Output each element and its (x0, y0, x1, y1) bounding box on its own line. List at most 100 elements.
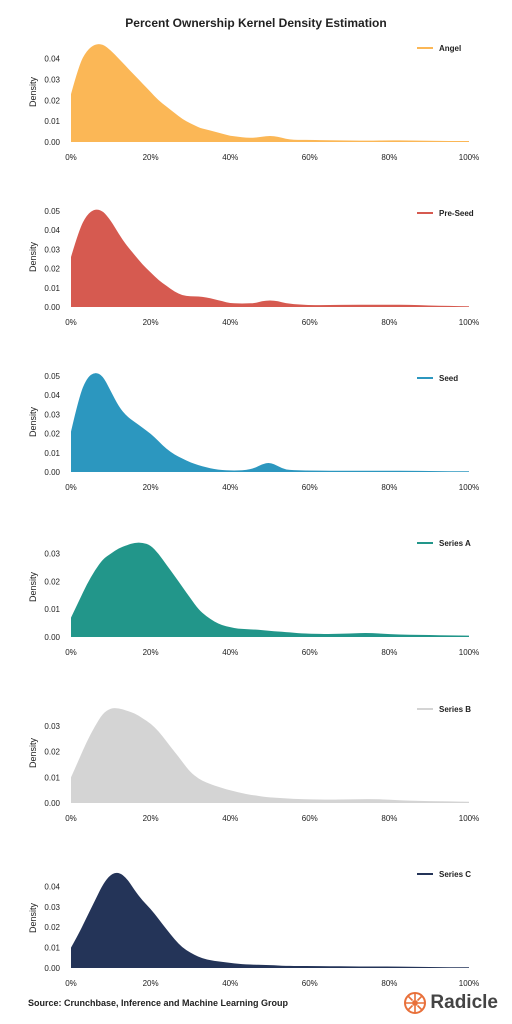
y-tick-label: 0.00 (44, 799, 60, 808)
y-tick-label: 0.03 (44, 903, 60, 912)
y-tick-label: 0.02 (44, 430, 60, 439)
x-tick-label: 40% (222, 979, 238, 988)
x-tick-label: 20% (143, 814, 159, 823)
y-axis-label: Density (28, 737, 38, 768)
legend: Series A (417, 539, 471, 548)
x-tick-label: 0% (65, 979, 77, 988)
y-tick-label: 0.02 (44, 748, 60, 757)
x-tick-label: 80% (381, 153, 397, 162)
chart-panel: 0.00 0.01 0.02 0.03 0.04 Density 0% 20% 40% 60% 80… (28, 870, 479, 988)
y-tick-label: 0.04 (44, 391, 60, 400)
y-tick-label: 0.05 (44, 207, 60, 216)
brand-name: Radicle (430, 992, 498, 1013)
chart-panel: 0.00 0.01 0.02 0.03 0.04 0.05 Density 0% 20% 40% 6… (28, 207, 479, 327)
legend: Pre-Seed (417, 209, 474, 218)
y-tick-label: 0.00 (44, 303, 60, 312)
x-tick-label: 40% (222, 814, 238, 823)
x-tick-label: 20% (143, 483, 159, 492)
page-title: Percent Ownership Kernel Density Estimat… (125, 16, 387, 30)
radicle-logo-icon (404, 992, 427, 1014)
y-tick-label: 0.00 (44, 964, 60, 973)
legend-label: Seed (439, 374, 458, 383)
density-area (71, 373, 469, 472)
y-axis-label: Density (28, 406, 38, 437)
x-tick-label: 60% (302, 979, 318, 988)
y-tick-label: 0.03 (44, 722, 60, 731)
x-tick-label: 80% (381, 483, 397, 492)
y-tick-label: 0.03 (44, 410, 60, 419)
x-tick-label: 40% (222, 318, 238, 327)
density-area (71, 209, 469, 307)
x-tick-label: 80% (381, 318, 397, 327)
chart-panel: 0.00 0.01 0.02 0.03 0.04 Density 0% 20% 40% 60% 80… (28, 44, 479, 162)
chart-panel: 0.00 0.01 0.02 0.03 Density 0% 20% 40% 60% 80% 100… (28, 705, 479, 823)
x-tick-label: 100% (459, 153, 479, 162)
y-tick-label: 0.02 (44, 265, 60, 274)
y-tick-label: 0.01 (44, 944, 60, 953)
y-tick-label: 0.04 (44, 226, 60, 235)
x-tick-label: 60% (302, 318, 318, 327)
x-tick-label: 100% (459, 814, 479, 823)
legend-label: Series B (439, 705, 471, 714)
density-area (71, 708, 469, 803)
y-tick-label: 0.01 (44, 117, 60, 126)
y-axis-label: Density (28, 902, 38, 933)
x-tick-label: 60% (302, 814, 318, 823)
x-tick-label: 60% (302, 153, 318, 162)
density-area (71, 872, 469, 968)
x-tick-label: 100% (459, 483, 479, 492)
density-area (71, 542, 469, 637)
y-tick-label: 0.01 (44, 284, 60, 293)
y-tick-label: 0.01 (44, 449, 60, 458)
x-tick-label: 40% (222, 483, 238, 492)
y-tick-label: 0.05 (44, 372, 60, 381)
brand: Radicle (404, 992, 498, 1014)
legend: Seed (417, 374, 458, 383)
y-tick-label: 0.00 (44, 138, 60, 147)
y-tick-label: 0.04 (44, 882, 60, 891)
legend-label: Series C (439, 870, 471, 879)
y-axis-label: Density (28, 241, 38, 272)
x-tick-label: 80% (381, 648, 397, 657)
legend-label: Angel (439, 44, 461, 53)
y-tick-label: 0.01 (44, 605, 60, 614)
y-tick-label: 0.01 (44, 773, 60, 782)
y-tick-label: 0.02 (44, 96, 60, 105)
legend-label: Series A (439, 539, 471, 548)
x-tick-label: 0% (65, 814, 77, 823)
legend: Series B (417, 705, 471, 714)
y-tick-label: 0.02 (44, 577, 60, 586)
y-tick-label: 0.03 (44, 76, 60, 85)
x-tick-label: 20% (143, 318, 159, 327)
y-tick-label: 0.03 (44, 550, 60, 559)
x-tick-label: 0% (65, 318, 77, 327)
x-tick-label: 80% (381, 979, 397, 988)
x-tick-label: 40% (222, 648, 238, 657)
y-tick-label: 0.00 (44, 468, 60, 477)
y-tick-label: 0.02 (44, 923, 60, 932)
density-area (71, 44, 469, 142)
x-tick-label: 100% (459, 979, 479, 988)
x-tick-label: 0% (65, 648, 77, 657)
x-tick-label: 100% (459, 648, 479, 657)
x-tick-label: 100% (459, 318, 479, 327)
legend: Angel (417, 44, 461, 53)
y-tick-label: 0.03 (44, 245, 60, 254)
x-tick-label: 20% (143, 648, 159, 657)
x-tick-label: 20% (143, 979, 159, 988)
x-tick-label: 40% (222, 153, 238, 162)
x-tick-label: 20% (143, 153, 159, 162)
chart-panel: 0.00 0.01 0.02 0.03 0.04 0.05 Density 0% 20% 40% 6… (28, 372, 479, 492)
x-tick-label: 60% (302, 648, 318, 657)
x-tick-label: 60% (302, 483, 318, 492)
source-note: Source: Crunchbase, Inference and Machin… (28, 998, 289, 1008)
x-tick-label: 80% (381, 814, 397, 823)
legend: Series C (417, 870, 471, 879)
x-tick-label: 0% (65, 483, 77, 492)
y-tick-label: 0.04 (44, 55, 60, 64)
x-tick-label: 0% (65, 153, 77, 162)
legend-label: Pre-Seed (439, 209, 474, 218)
chart-panel: 0.00 0.01 0.02 0.03 Density 0% 20% 40% 60% 80% 100… (28, 539, 479, 657)
y-tick-label: 0.00 (44, 633, 60, 642)
